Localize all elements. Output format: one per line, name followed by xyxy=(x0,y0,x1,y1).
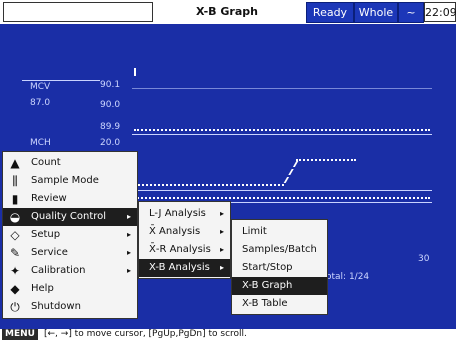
menu-item-shutdown[interactable]: ⏻ Shutdown xyxy=(3,298,137,316)
review-icon: ▮ xyxy=(11,192,19,206)
submenu-arrow-icon: ▸ xyxy=(219,209,224,218)
total-count: otal: 1/24 xyxy=(326,272,370,282)
menu-item-setup-label: Setup xyxy=(31,229,61,240)
status-ready-badge: Ready xyxy=(306,2,354,23)
mcv-box-top xyxy=(22,80,100,81)
menu-item-calibration[interactable]: ✦ Calibration ▸ xyxy=(3,262,137,280)
mch-data-trace xyxy=(134,184,284,186)
status-bar: MENU [←, →] to move cursor, [PgUp,PgDn] … xyxy=(0,329,456,340)
menu-item-count[interactable]: ▲ Count xyxy=(3,154,137,172)
submenu-item-limit-label: Limit xyxy=(242,226,267,237)
upper-limit-mcv: 90.1 xyxy=(100,80,121,90)
submenu-arrow-icon: ▸ xyxy=(219,227,224,236)
upper-limit-mch: 20.0 xyxy=(100,138,121,148)
mch-limit-line-1 xyxy=(132,190,432,191)
menu-item-setup[interactable]: ◇ Setup ▸ xyxy=(3,226,137,244)
target-mcv: 90.0 xyxy=(100,100,121,110)
submenu-item-xbar-analysis-label: X̄ Analysis xyxy=(149,226,201,237)
service-icon: ✎ xyxy=(9,246,21,260)
param-name-mcv: MCV xyxy=(30,82,51,92)
lower-limit-mcv: 89.9 xyxy=(100,122,121,132)
menu-item-count-label: Count xyxy=(31,157,61,168)
shutdown-icon: ⏻ xyxy=(10,300,20,314)
help-icon: ◆ xyxy=(10,282,20,296)
navigation-hint: [←, →] to move cursor, [PgUp,PgDn] to sc… xyxy=(44,329,247,339)
menu-item-calibration-label: Calibration xyxy=(31,265,86,276)
submenu-arrow-icon: ▸ xyxy=(126,230,131,239)
info-field xyxy=(3,2,153,22)
submenu-item-xb-graph-label: X-B Graph xyxy=(242,280,293,291)
menu-item-quality-control-label: Quality Control xyxy=(31,211,107,222)
submenu-item-samples-batch[interactable]: Samples/Batch xyxy=(232,241,327,259)
count-icon: ▲ xyxy=(10,156,20,170)
submenu-item-lj-analysis-label: L-J Analysis xyxy=(149,208,206,219)
submenu-item-xb-table-label: X-B Table xyxy=(242,298,288,309)
menu-item-sample-mode[interactable]: ⫼ Sample Mode xyxy=(3,172,137,190)
xb-analysis-submenu: Limit Samples/Batch Start/Stop X-B Graph… xyxy=(231,219,328,315)
mcv-data-trace xyxy=(134,129,430,131)
menu-tag: MENU xyxy=(2,329,38,340)
submenu-arrow-icon: ▸ xyxy=(219,263,224,272)
wave-icon: ~ xyxy=(398,2,424,23)
title-bar: X-B Graph Ready Whole ~ 22:09 xyxy=(0,0,456,24)
quality-control-submenu: L-J Analysis ▸ X̄ Analysis ▸ X̄-R Analys… xyxy=(138,201,231,279)
submenu-arrow-icon: ▸ xyxy=(126,266,131,275)
submenu-arrow-icon: ▸ xyxy=(126,212,131,221)
submenu-item-start-stop[interactable]: Start/Stop xyxy=(232,259,327,277)
sample-mode-icon: ⫼ xyxy=(12,174,18,188)
mode-whole-badge: Whole xyxy=(354,2,398,23)
submenu-item-xb-table[interactable]: X-B Table xyxy=(232,295,327,313)
submenu-item-xb-analysis[interactable]: X-B Analysis ▸ xyxy=(139,259,230,277)
menu-item-review-label: Review xyxy=(31,193,67,204)
submenu-item-xb-graph[interactable]: X-B Graph xyxy=(232,277,327,295)
clock: 22:09 xyxy=(424,2,456,22)
upper-limit-line-mcv xyxy=(132,88,432,89)
submenu-item-xb-analysis-label: X-B Analysis xyxy=(149,262,210,273)
submenu-item-xbar-r-analysis-label: X̄-R Analysis xyxy=(149,244,211,255)
menu-item-review[interactable]: ▮ Review xyxy=(3,190,137,208)
menu-item-help[interactable]: ◆ Help xyxy=(3,280,137,298)
menu-item-sample-mode-label: Sample Mode xyxy=(31,175,99,186)
screen-title: X-B Graph xyxy=(196,5,258,18)
menu-item-service[interactable]: ✎ Service ▸ xyxy=(3,244,137,262)
quality-control-icon: ◒ xyxy=(9,210,21,224)
main-menu: ▲ Count ⫼ Sample Mode ▮ Review ◒ Quality… xyxy=(2,151,138,319)
cursor-mark xyxy=(134,68,136,76)
setup-icon: ◇ xyxy=(10,228,20,242)
submenu-item-xbar-r-analysis[interactable]: X̄-R Analysis ▸ xyxy=(139,241,230,259)
submenu-arrow-icon: ▸ xyxy=(126,248,131,257)
submenu-item-samples-batch-label: Samples/Batch xyxy=(242,244,317,255)
menu-item-quality-control[interactable]: ◒ Quality Control ▸ xyxy=(3,208,137,226)
menu-item-service-label: Service xyxy=(31,247,68,258)
submenu-item-limit[interactable]: Limit xyxy=(232,223,327,241)
param-value-mcv: 87.0 xyxy=(30,98,51,108)
submenu-item-lj-analysis[interactable]: L-J Analysis ▸ xyxy=(139,205,230,223)
mch-trace-step xyxy=(283,161,299,183)
calibration-icon: ✦ xyxy=(9,264,21,278)
menu-item-help-label: Help xyxy=(31,283,54,294)
lower-limit-line-mcv xyxy=(132,134,432,135)
submenu-arrow-icon: ▸ xyxy=(219,245,224,254)
mch-limit-line-2 xyxy=(132,202,432,203)
param-name-mch: MCH xyxy=(30,138,51,148)
submenu-item-start-stop-label: Start/Stop xyxy=(242,262,293,273)
mch-trace-upper xyxy=(296,159,356,161)
mch-lower-trace xyxy=(134,197,430,199)
menu-item-shutdown-label: Shutdown xyxy=(31,301,81,312)
x-axis-end-tick: 30 xyxy=(418,254,430,264)
submenu-item-xbar-analysis[interactable]: X̄ Analysis ▸ xyxy=(139,223,230,241)
